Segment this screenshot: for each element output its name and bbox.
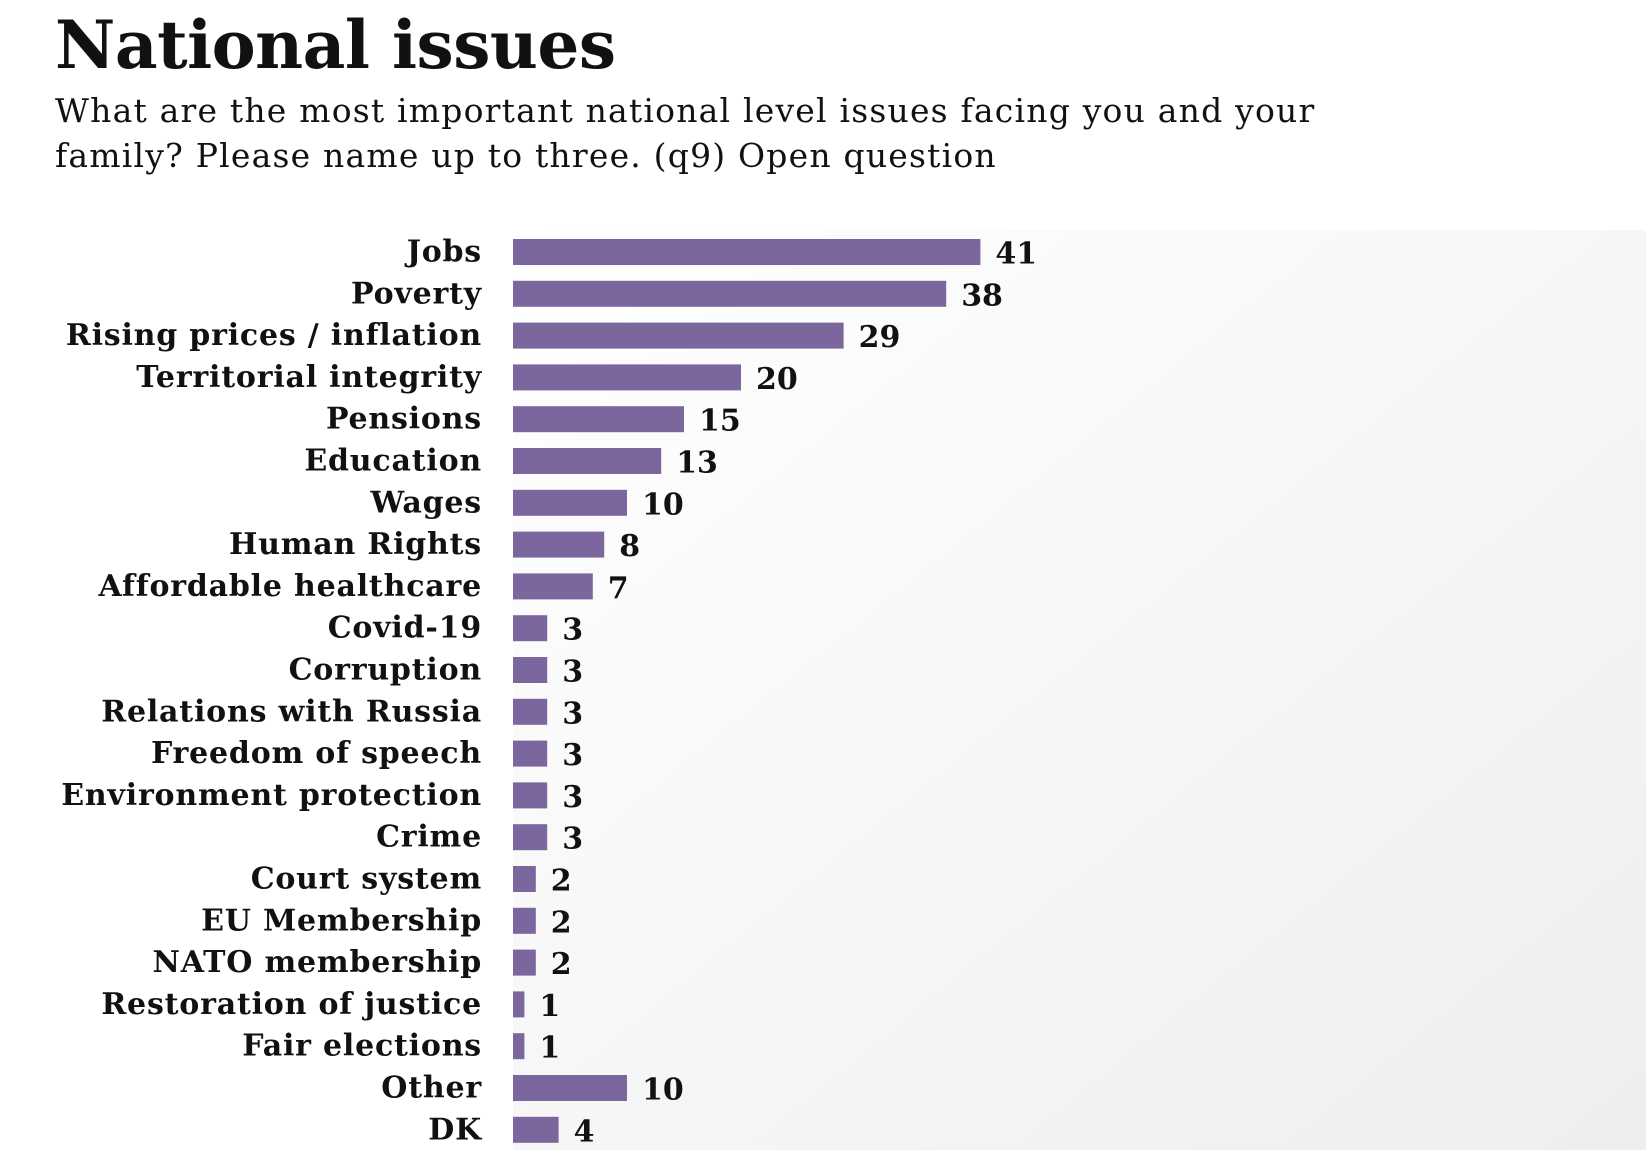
category-label: NATO membership xyxy=(153,945,482,980)
value-label: 3 xyxy=(562,613,583,648)
category-label: Education xyxy=(304,444,482,479)
category-label: Fair elections xyxy=(242,1029,482,1064)
value-label: 7 xyxy=(608,571,629,606)
category-label: Poverty xyxy=(351,276,483,311)
value-label: 10 xyxy=(642,487,684,522)
category-label: Jobs xyxy=(404,235,482,270)
category-label: Pensions xyxy=(326,402,482,437)
value-label: 20 xyxy=(756,362,798,397)
bar-3 xyxy=(513,364,741,391)
category-label: Wages xyxy=(370,485,482,520)
bar-5 xyxy=(513,448,662,474)
category-label: Relations with Russia xyxy=(101,694,482,729)
bar-21 xyxy=(513,1116,559,1143)
value-label: 3 xyxy=(562,780,583,815)
category-label: Court system xyxy=(251,862,482,897)
bar-10 xyxy=(513,657,548,683)
value-label: 3 xyxy=(562,738,583,773)
value-label: 2 xyxy=(551,864,572,899)
category-label: EU Membership xyxy=(201,903,482,938)
bar-1 xyxy=(513,280,947,307)
chart-subtitle: What are the most important national lev… xyxy=(55,91,1316,175)
bar-11 xyxy=(513,698,548,725)
value-label: 41 xyxy=(995,237,1037,272)
value-label: 8 xyxy=(619,529,640,564)
value-label: 4 xyxy=(574,1114,595,1149)
category-label: Other xyxy=(381,1071,482,1106)
bar-14 xyxy=(513,824,548,851)
bar-18 xyxy=(513,991,525,1018)
bar-13 xyxy=(513,782,548,809)
bar-7 xyxy=(513,531,605,558)
bar-16 xyxy=(513,907,536,934)
category-label: Corruption xyxy=(289,653,482,688)
value-label: 38 xyxy=(961,278,1003,313)
category-label: Freedom of speech xyxy=(151,736,482,771)
bar-20 xyxy=(513,1075,627,1101)
value-label: 3 xyxy=(562,696,583,731)
value-label: 10 xyxy=(642,1073,684,1108)
category-label: Rising prices / inflation xyxy=(66,318,482,353)
value-label: 29 xyxy=(859,320,901,355)
bar-19 xyxy=(513,1033,525,1060)
bar-8 xyxy=(513,573,593,600)
value-label: 1 xyxy=(539,989,560,1024)
value-label: 3 xyxy=(562,655,583,690)
bar-15 xyxy=(513,866,536,892)
bar-2 xyxy=(513,322,844,349)
bar-12 xyxy=(513,740,548,767)
category-label: Covid-19 xyxy=(328,611,482,646)
value-label: 15 xyxy=(699,404,741,439)
value-label: 2 xyxy=(551,905,572,940)
bar-6 xyxy=(513,489,627,516)
category-label: Human Rights xyxy=(229,527,482,562)
bar-4 xyxy=(513,406,684,433)
category-label: DK xyxy=(428,1112,482,1147)
bar-0 xyxy=(513,239,981,265)
category-label: Affordable healthcare xyxy=(98,569,483,604)
category-label: Crime xyxy=(376,820,482,855)
category-label: Environment protection xyxy=(61,778,482,813)
category-label: Restoration of justice xyxy=(101,987,482,1022)
value-label: 1 xyxy=(539,1031,560,1066)
bar-17 xyxy=(513,949,536,976)
chart-title: National issues xyxy=(55,6,616,84)
bar-9 xyxy=(513,615,548,642)
value-label: 2 xyxy=(551,947,572,982)
value-label: 3 xyxy=(562,822,583,857)
category-label: Territorial integrity xyxy=(136,360,483,395)
value-label: 13 xyxy=(676,446,718,481)
